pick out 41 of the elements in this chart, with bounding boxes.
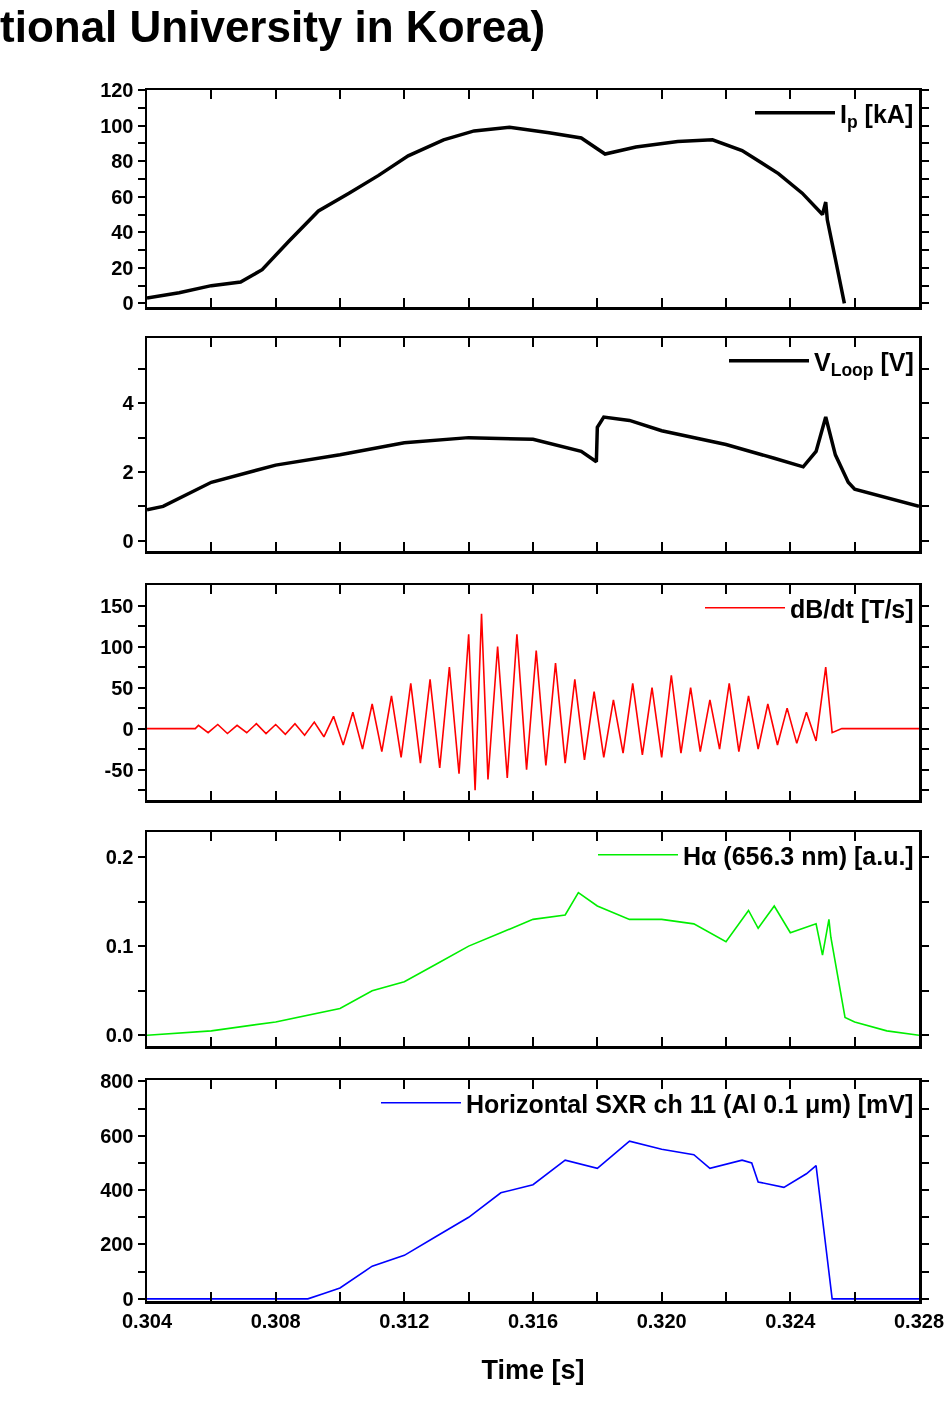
x-axis-title: Time [s] [481,1355,585,1386]
y-tick-label: 100 [100,635,134,658]
x-tick-label: 0.320 [636,1309,687,1332]
y-tick-label: 80 [111,150,134,173]
line-series [147,891,919,1037]
y-tick-label: 20 [111,256,134,279]
line-series [147,415,919,512]
legend-label: Horizontal SXR ch 11 (Al 0.1 μm) [mV] [466,1089,914,1118]
line-series [147,1140,919,1300]
legend-label: Hα (656.3 nm) [a.u.] [683,841,914,870]
y-tick-label: 150 [100,594,134,617]
x-tick-label: 0.304 [121,1309,173,1332]
y-tick-label: -50 [104,758,134,781]
y-tick-label: 100 [100,114,134,137]
y-tick-label: 600 [100,1124,134,1147]
y-tick-label: 0 [122,292,134,315]
line-series [147,125,847,306]
y-tick-label: 40 [111,221,134,244]
y-tick-label: 2 [122,460,134,483]
chart-title: tional University in Korea) [0,2,546,52]
y-tick-label: 4 [122,392,135,415]
x-tick-label: 0.324 [765,1309,817,1332]
y-tick-label: 200 [100,1233,134,1256]
y-tick-label: 0 [122,1287,134,1310]
y-tick-label: 60 [111,185,134,208]
y-tick-label: 0.2 [105,845,134,868]
x-tick-label: 0.328 [893,1309,945,1332]
legend-label: V$_{Loop}$ [V] [814,347,914,380]
y-tick-label: 800 [100,1070,134,1093]
x-tick-label: 0.308 [250,1309,301,1332]
y-tick-label: 120 [100,79,134,101]
x-tick-label: 0.316 [507,1309,559,1332]
y-tick-label: 0 [122,717,134,740]
y-tick-label: 0.1 [105,935,134,958]
legend-label: dB/dt [T/s] [790,594,914,623]
x-tick-label: 0.312 [379,1309,430,1332]
y-tick-label: 50 [111,676,134,699]
y-tick-label: 400 [100,1179,134,1202]
legend-label: I$_{p}$ [kA] [840,99,914,132]
y-tick-label: 0.0 [105,1024,134,1047]
y-tick-label: 0 [122,529,134,552]
